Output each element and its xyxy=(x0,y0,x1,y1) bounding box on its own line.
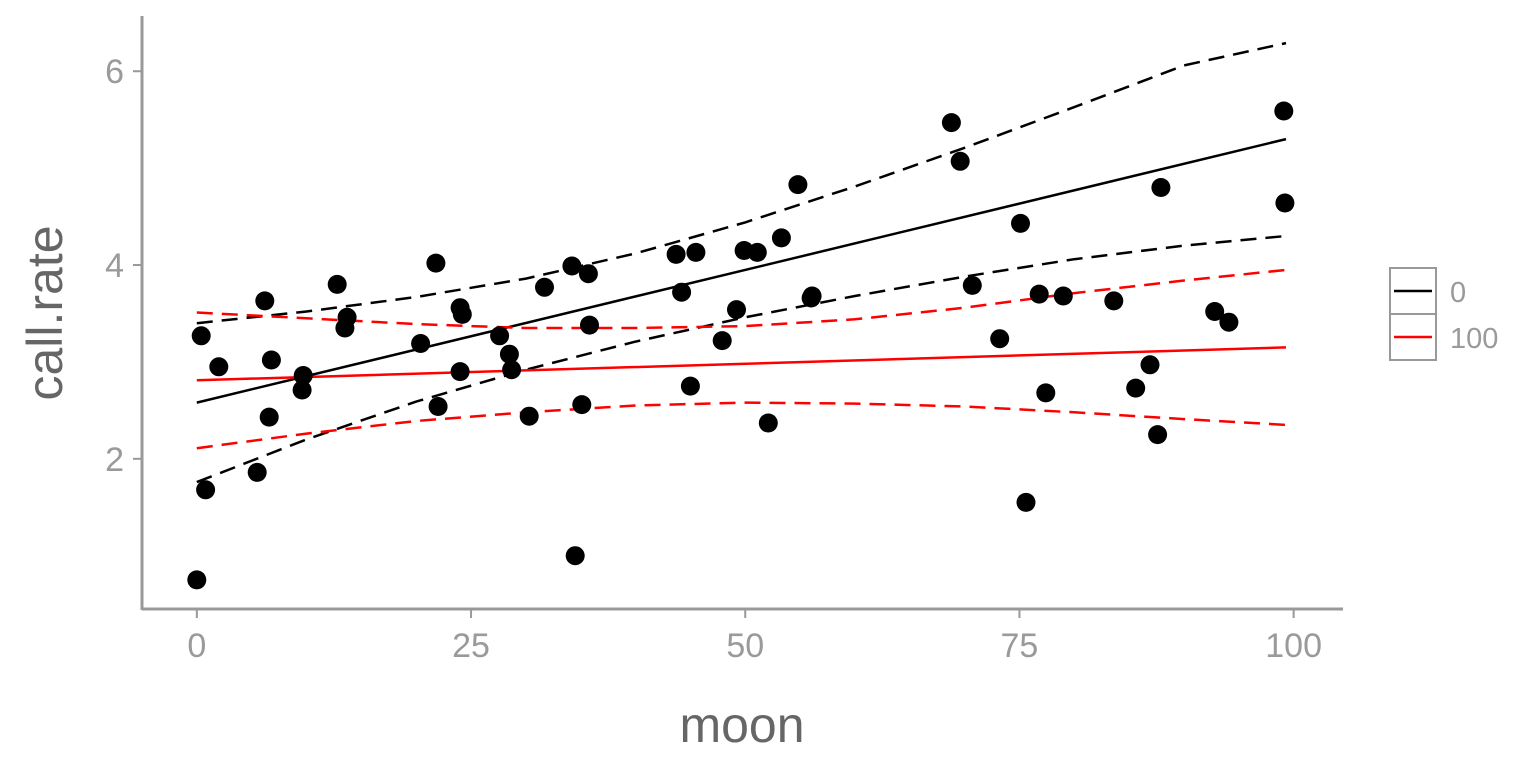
series-0-ci-upper xyxy=(196,41,1287,325)
data-point xyxy=(426,253,446,273)
x-tick-label: 75 xyxy=(1001,627,1039,665)
data-point xyxy=(1104,291,1124,311)
plot-area xyxy=(187,41,1295,590)
data-point xyxy=(747,242,767,262)
data-point xyxy=(1036,383,1056,403)
series-0-ci-lower xyxy=(196,234,1287,484)
data-point xyxy=(535,277,554,297)
y-tick-label: 2 xyxy=(105,441,124,479)
data-point xyxy=(1148,425,1168,445)
data-point xyxy=(1016,492,1036,512)
data-point xyxy=(292,380,312,400)
data-point xyxy=(1151,178,1171,197)
y-tick-label: 6 xyxy=(105,53,124,91)
data-point xyxy=(788,175,808,195)
x-tick-label: 0 xyxy=(187,627,206,665)
data-point xyxy=(578,264,598,284)
data-point xyxy=(255,291,275,311)
data-point xyxy=(1140,355,1160,375)
legend-label-1: 100 xyxy=(1450,323,1498,355)
data-point xyxy=(727,300,746,320)
y-axis-title: call.rate xyxy=(17,225,73,400)
data-point xyxy=(502,360,522,380)
x-axis-title: moon xyxy=(679,697,804,753)
data-point xyxy=(196,480,216,500)
data-point xyxy=(327,274,347,294)
data-point xyxy=(572,395,592,415)
data-point xyxy=(941,113,961,133)
data-point xyxy=(209,357,229,377)
axes xyxy=(133,16,1343,618)
data-point xyxy=(990,329,1010,349)
data-point xyxy=(802,286,822,306)
data-point xyxy=(565,546,585,566)
data-point xyxy=(259,407,279,427)
data-point xyxy=(672,282,692,302)
data-point xyxy=(962,275,982,295)
data-point xyxy=(411,334,431,353)
tick-labels: 0 25 50 75 100 2 4 6 xyxy=(105,53,1322,665)
data-point xyxy=(1275,193,1295,213)
data-point xyxy=(680,376,700,396)
data-point xyxy=(450,362,470,382)
data-point xyxy=(580,315,599,335)
data-point xyxy=(1219,312,1239,332)
legend: 0 100 xyxy=(1389,267,1498,361)
data-point xyxy=(1029,284,1049,304)
data-point xyxy=(758,413,778,433)
x-tick-label: 25 xyxy=(452,627,490,665)
data-point xyxy=(519,406,539,426)
y-tick-label: 4 xyxy=(105,247,124,285)
x-tick-label: 100 xyxy=(1265,627,1322,665)
data-point xyxy=(1274,101,1294,121)
data-point xyxy=(261,350,281,370)
series-100-fit-line xyxy=(196,346,1287,382)
series-100-ci-lower xyxy=(196,401,1287,450)
data-point xyxy=(666,244,686,264)
legend-label-0: 0 xyxy=(1450,277,1466,309)
data-point xyxy=(187,570,207,590)
data-point xyxy=(1126,378,1146,398)
data-point xyxy=(490,326,510,346)
series-0-fit-line xyxy=(196,137,1287,404)
data-point xyxy=(499,344,519,364)
data-point xyxy=(771,228,791,248)
data-point xyxy=(337,307,357,327)
legend-key-box-1 xyxy=(1389,313,1437,361)
data-point xyxy=(562,256,582,276)
data-point xyxy=(247,462,267,482)
data-point xyxy=(950,151,970,171)
x-tick-label: 50 xyxy=(726,627,764,665)
data-point xyxy=(428,397,448,416)
data-point xyxy=(1053,286,1073,306)
data-point xyxy=(712,331,732,351)
series-100-ci-upper xyxy=(196,268,1287,330)
data-point xyxy=(191,326,211,346)
data-point xyxy=(293,366,313,385)
data-point xyxy=(686,242,706,262)
data-point xyxy=(1011,213,1030,233)
data-point xyxy=(1205,302,1225,321)
data-point xyxy=(452,304,472,324)
